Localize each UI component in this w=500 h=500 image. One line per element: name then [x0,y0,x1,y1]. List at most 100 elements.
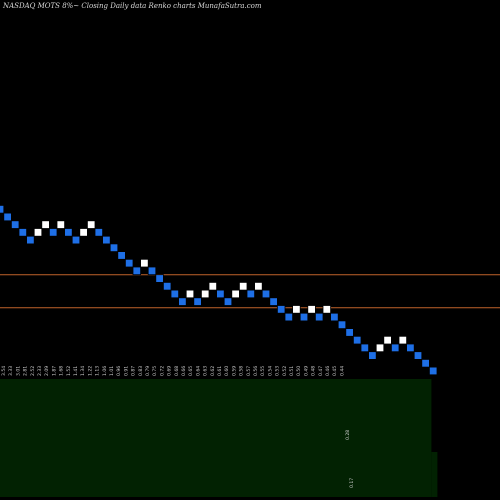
volume-block [0,379,432,497]
renko-brick [307,305,316,314]
renko-brick [238,281,248,291]
x-tick-label: 0.58 [239,366,245,376]
renko-brick [109,243,119,252]
renko-brick [299,312,309,322]
renko-brick [254,281,263,291]
x-tick-label: 0.51 [289,366,295,376]
renko-brick [71,235,81,245]
renko-brick [276,305,286,314]
x-tick-label: 2.09 [44,366,50,376]
x-tick-label: 2.33 [37,366,43,376]
renko-brick [0,204,5,214]
level-lines [0,274,500,309]
x-tick-label: 0.68 [174,366,180,376]
x-tick-label: 0.57 [246,366,252,376]
renko-brick [261,289,271,299]
x-tick-label: 0.64 [195,366,201,376]
x-tick-label: 0.72 [159,366,165,376]
x-tick-label: 1.52 [66,366,72,376]
x-tick-label: 0.87 [131,366,137,376]
x-tick-label: 2.52 [30,366,36,376]
renko-brick [413,351,423,360]
renko-brick [87,220,96,229]
x-tick-label: 2.81 [23,366,29,376]
x-tick-label: 0.56 [253,366,259,376]
renko-brick [41,220,50,229]
renko-brick [3,212,12,222]
renko-brick [292,305,301,314]
renko-brick [155,274,164,283]
x-tick-label: 0.53 [275,366,281,376]
chart-title: NASDAQ MOTS 8%~ Closing Daily data Renko… [3,2,262,10]
volume-area [0,379,438,497]
renko-brick [18,228,27,237]
volume-block-last [431,452,438,497]
x-tick-label: 0.52 [282,366,288,376]
renko-brick [10,220,20,229]
renko-brick [398,335,407,345]
renko-brick [193,297,202,306]
renko-brick [140,258,149,268]
renko-brick [132,266,141,276]
x-tick-label: 3.54 [1,366,7,376]
renko-brick [216,289,225,299]
x-tick-label: 0.59 [231,366,237,376]
x-tick-label: 0.91 [123,366,129,376]
x-tick-label: 1.41 [73,366,79,376]
x-tick-label: 1.87 [51,366,57,376]
volume-label: 0.17 [349,478,355,488]
renko-brick [284,312,293,322]
renko-brick [49,228,58,237]
renko-brick [56,220,65,229]
renko-brick [345,328,354,337]
x-tick-label: 0.66 [181,366,187,376]
renko-brick [390,343,400,353]
renko-brick [375,343,385,353]
renko-brick [269,297,278,306]
renko-brick [208,281,217,291]
renko-brick [383,335,392,345]
x-tick-label: 0.83 [138,366,144,376]
x-tick-label: 0.65 [188,366,194,376]
x-tick-label: 0.75 [152,366,158,376]
x-tick-label: 0.96 [116,366,122,376]
renko-brick [94,228,103,237]
x-tick-labels: 3.54 3.33 3.01 2.81 2.52 2.33 2.09 1.87 1.68 1.52… [1,366,345,376]
renko-bricks [0,204,438,376]
renko-brick [360,343,369,353]
volume-label: 0.28 [345,430,351,440]
x-tick-label: 0.50 [296,366,302,376]
x-tick-label: 1.22 [87,366,93,376]
x-tick-label: 1.06 [102,366,108,376]
x-tick-label: 0.54 [267,366,273,376]
renko-brick [337,320,347,329]
renko-brick [406,343,415,353]
renko-brick [314,312,324,322]
renko-brick [162,281,172,291]
renko-brick [125,258,134,268]
renko-brick [200,289,210,299]
x-tick-label: 0.61 [217,366,223,376]
x-tick-label: 0.46 [325,366,331,376]
x-tick-label: 1.13 [95,366,101,376]
x-tick-label: 0.48 [311,366,317,376]
x-tick-label: 3.01 [15,366,21,376]
renko-brick [178,297,187,306]
x-tick-label: 0.44 [339,366,345,376]
x-tick-label: 1.01 [109,366,115,376]
renko-brick [246,289,255,299]
renko-brick [223,297,233,306]
x-tick-label: 0.63 [203,366,209,376]
renko-brick [352,335,362,345]
renko-brick [231,289,240,299]
x-tick-label: 0.60 [224,366,230,376]
volume-labels: 0.28 0.17 [345,430,355,488]
x-tick-label: 0.45 [332,366,338,376]
renko-brick [26,235,35,245]
renko-brick [170,289,179,299]
x-tick-label: 1.34 [80,366,86,376]
x-tick-label: 0.55 [260,366,266,376]
renko-brick [117,251,126,260]
renko-brick [330,312,339,322]
